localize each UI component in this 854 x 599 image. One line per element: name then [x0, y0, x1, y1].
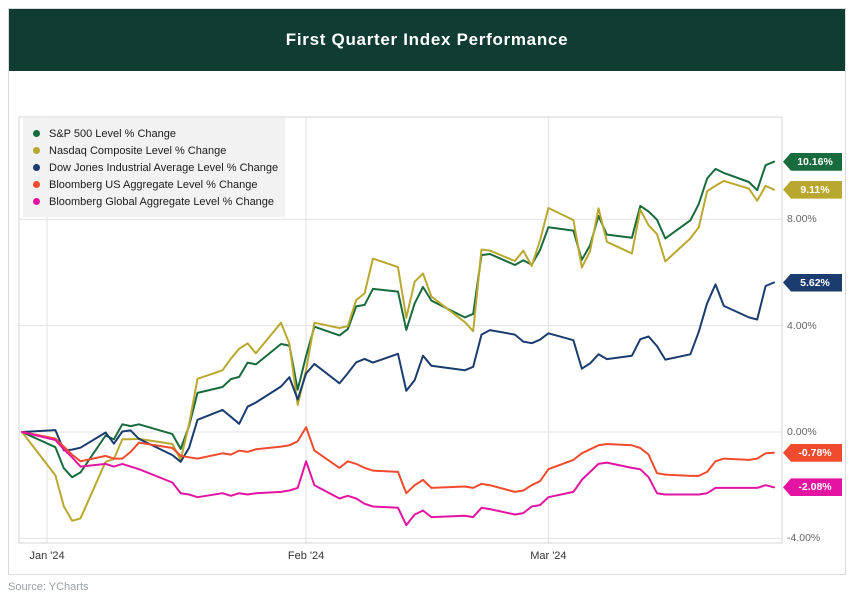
y-axis-tick: 8.00% [787, 213, 817, 226]
series-line-bloomberg-global-aggregate-level-change [21, 431, 775, 527]
chart-card: First Quarter Index Performance S&P 500 … [8, 8, 846, 575]
legend-item-dow-jones-industrial-average-level-change: Dow Jones Industrial Average Level % Cha… [23, 159, 285, 176]
series-line-nasdaq-composite-level-change [21, 179, 775, 522]
chart-plot-area [18, 116, 783, 544]
legend-dot-icon [33, 164, 40, 171]
legend-item-bloomberg-global-aggregate-level-change: Bloomberg Global Aggregate Level % Chang… [23, 193, 285, 210]
value-badge-bloomberg-us-aggregate-level-change: -0.78% [783, 443, 842, 462]
chart-legend: S&P 500 Level % Change Nasdaq Composite L… [23, 118, 285, 217]
series-line-s-p-500-level-change [21, 160, 775, 479]
chart-title-bar: First Quarter Index Performance [9, 9, 845, 71]
legend-item-bloomberg-us-aggregate-level-change: Bloomberg US Aggregate Level % Change [23, 176, 285, 193]
legend-item-s-p-500-level-change: S&P 500 Level % Change [23, 125, 285, 142]
source-attribution: Source: YCharts [8, 581, 89, 593]
legend-label: Bloomberg Global Aggregate Level % Chang… [49, 195, 275, 208]
series-line-dow-jones-industrial-average-level-change [21, 281, 775, 463]
page-title: First Quarter Index Performance [285, 30, 569, 49]
legend-dot-icon [33, 198, 40, 205]
value-badge-bloomberg-global-aggregate-level-change: -2.08% [783, 478, 842, 497]
legend-dot-icon [33, 147, 40, 154]
performance-chart: S&P 500 Level % Change Nasdaq Composite L… [9, 71, 845, 574]
legend-label: Dow Jones Industrial Average Level % Cha… [49, 161, 279, 174]
plot-border [18, 116, 783, 544]
value-badge-s-p-500-level-change: 10.16% [783, 152, 842, 171]
legend-dot-icon [33, 181, 40, 188]
value-badge-dow-jones-industrial-average-level-change: 5.62% [783, 273, 842, 292]
x-axis-tick: Jan '24 [29, 550, 65, 562]
legend-label: Bloomberg US Aggregate Level % Change [49, 178, 258, 191]
legend-label: Nasdaq Composite Level % Change [49, 144, 227, 157]
legend-label: S&P 500 Level % Change [49, 127, 176, 140]
legend-dot-icon [33, 130, 40, 137]
legend-item-nasdaq-composite-level-change: Nasdaq Composite Level % Change [23, 142, 285, 159]
y-axis-tick: 4.00% [787, 319, 817, 332]
x-axis-tick: Feb '24 [287, 550, 325, 562]
y-axis-tick: 0.00% [787, 426, 817, 438]
series-line-bloomberg-us-aggregate-level-change [21, 426, 775, 495]
y-axis-tick: -4.00% [787, 532, 821, 545]
value-badge-nasdaq-composite-level-change: 9.11% [783, 180, 842, 199]
x-axis-tick: Mar '24 [530, 550, 567, 562]
